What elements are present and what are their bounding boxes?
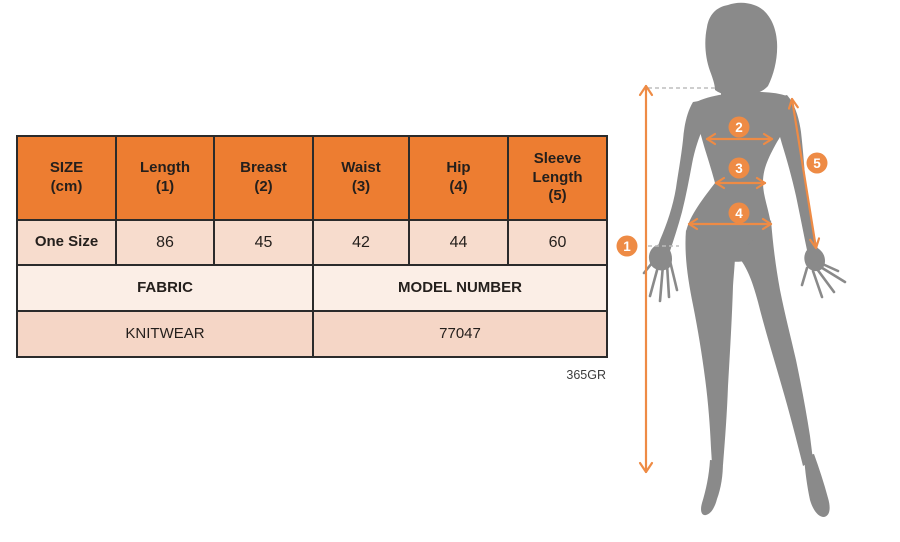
right-hand-shape (804, 246, 825, 272)
fabric-value-cell: KNITWEAR (16, 310, 314, 358)
right-hand-fingers (800, 260, 847, 299)
hip-arrow (687, 217, 773, 231)
size-value-cell: One Size (16, 219, 117, 266)
length-value-cell: 86 (115, 219, 215, 266)
left-leg-shape (685, 230, 735, 465)
measurement-figure: 1 2 3 4 5 (616, 2, 847, 517)
col-header-sleeve-length: Sleeve Length (5) (507, 135, 608, 221)
marker-1-circle (616, 235, 638, 257)
right-leg-shape (737, 220, 813, 466)
left-foot-shape (701, 460, 723, 516)
waist-value-cell: 42 (312, 219, 410, 266)
right-arm-shape (773, 95, 818, 255)
size-chart-table: SIZE (cm) Length (1) Breast (2) Waist (3… (16, 135, 608, 358)
table-row: FABRIC MODEL NUMBER (16, 264, 608, 312)
sleeve-length-value-cell: 60 (507, 219, 608, 266)
marker-2: 2 (728, 116, 750, 138)
marker-4: 4 (728, 202, 750, 224)
fabric-label-cell: FABRIC (16, 264, 314, 312)
right-foot-shape (804, 454, 830, 517)
breast-arrow (705, 132, 774, 146)
marker-3: 3 (728, 157, 750, 179)
col-header-length: Length (1) (115, 135, 215, 221)
marker-4-circle (728, 202, 750, 224)
col-header-waist: Waist (3) (312, 135, 410, 221)
marker-1-label: 1 (623, 239, 631, 254)
marker-5-label: 5 (813, 156, 821, 171)
col-header-hip: Hip (4) (408, 135, 509, 221)
marker-2-circle (728, 116, 750, 138)
left-arm-shape (656, 100, 707, 257)
marker-5: 5 (806, 152, 828, 174)
marker-1: 1 (616, 235, 638, 257)
body-silhouette-image (642, 2, 847, 517)
marker-2-label: 2 (735, 120, 743, 135)
waist-arrow (714, 176, 767, 190)
marker-4-label: 4 (735, 206, 743, 221)
sleeve-arrow (787, 97, 821, 250)
marker-5-circle (806, 152, 828, 174)
table-header-row: SIZE (cm) Length (1) Breast (2) Waist (3… (16, 135, 608, 221)
hip-value-cell: 44 (408, 219, 509, 266)
model-number-label-cell: MODEL NUMBER (312, 264, 608, 312)
model-number-value-cell: 77047 (312, 310, 608, 358)
table-row: KNITWEAR 77047 (16, 310, 608, 358)
weight-note: 365GR (566, 368, 606, 382)
marker-3-circle (728, 157, 750, 179)
col-header-breast: Breast (2) (213, 135, 314, 221)
col-header-size: SIZE (cm) (16, 135, 117, 221)
breast-value-cell: 45 (213, 219, 314, 266)
height-arrow (638, 84, 654, 474)
marker-3-label: 3 (735, 161, 743, 176)
table-row: One Size 86 45 42 44 60 (16, 219, 608, 266)
